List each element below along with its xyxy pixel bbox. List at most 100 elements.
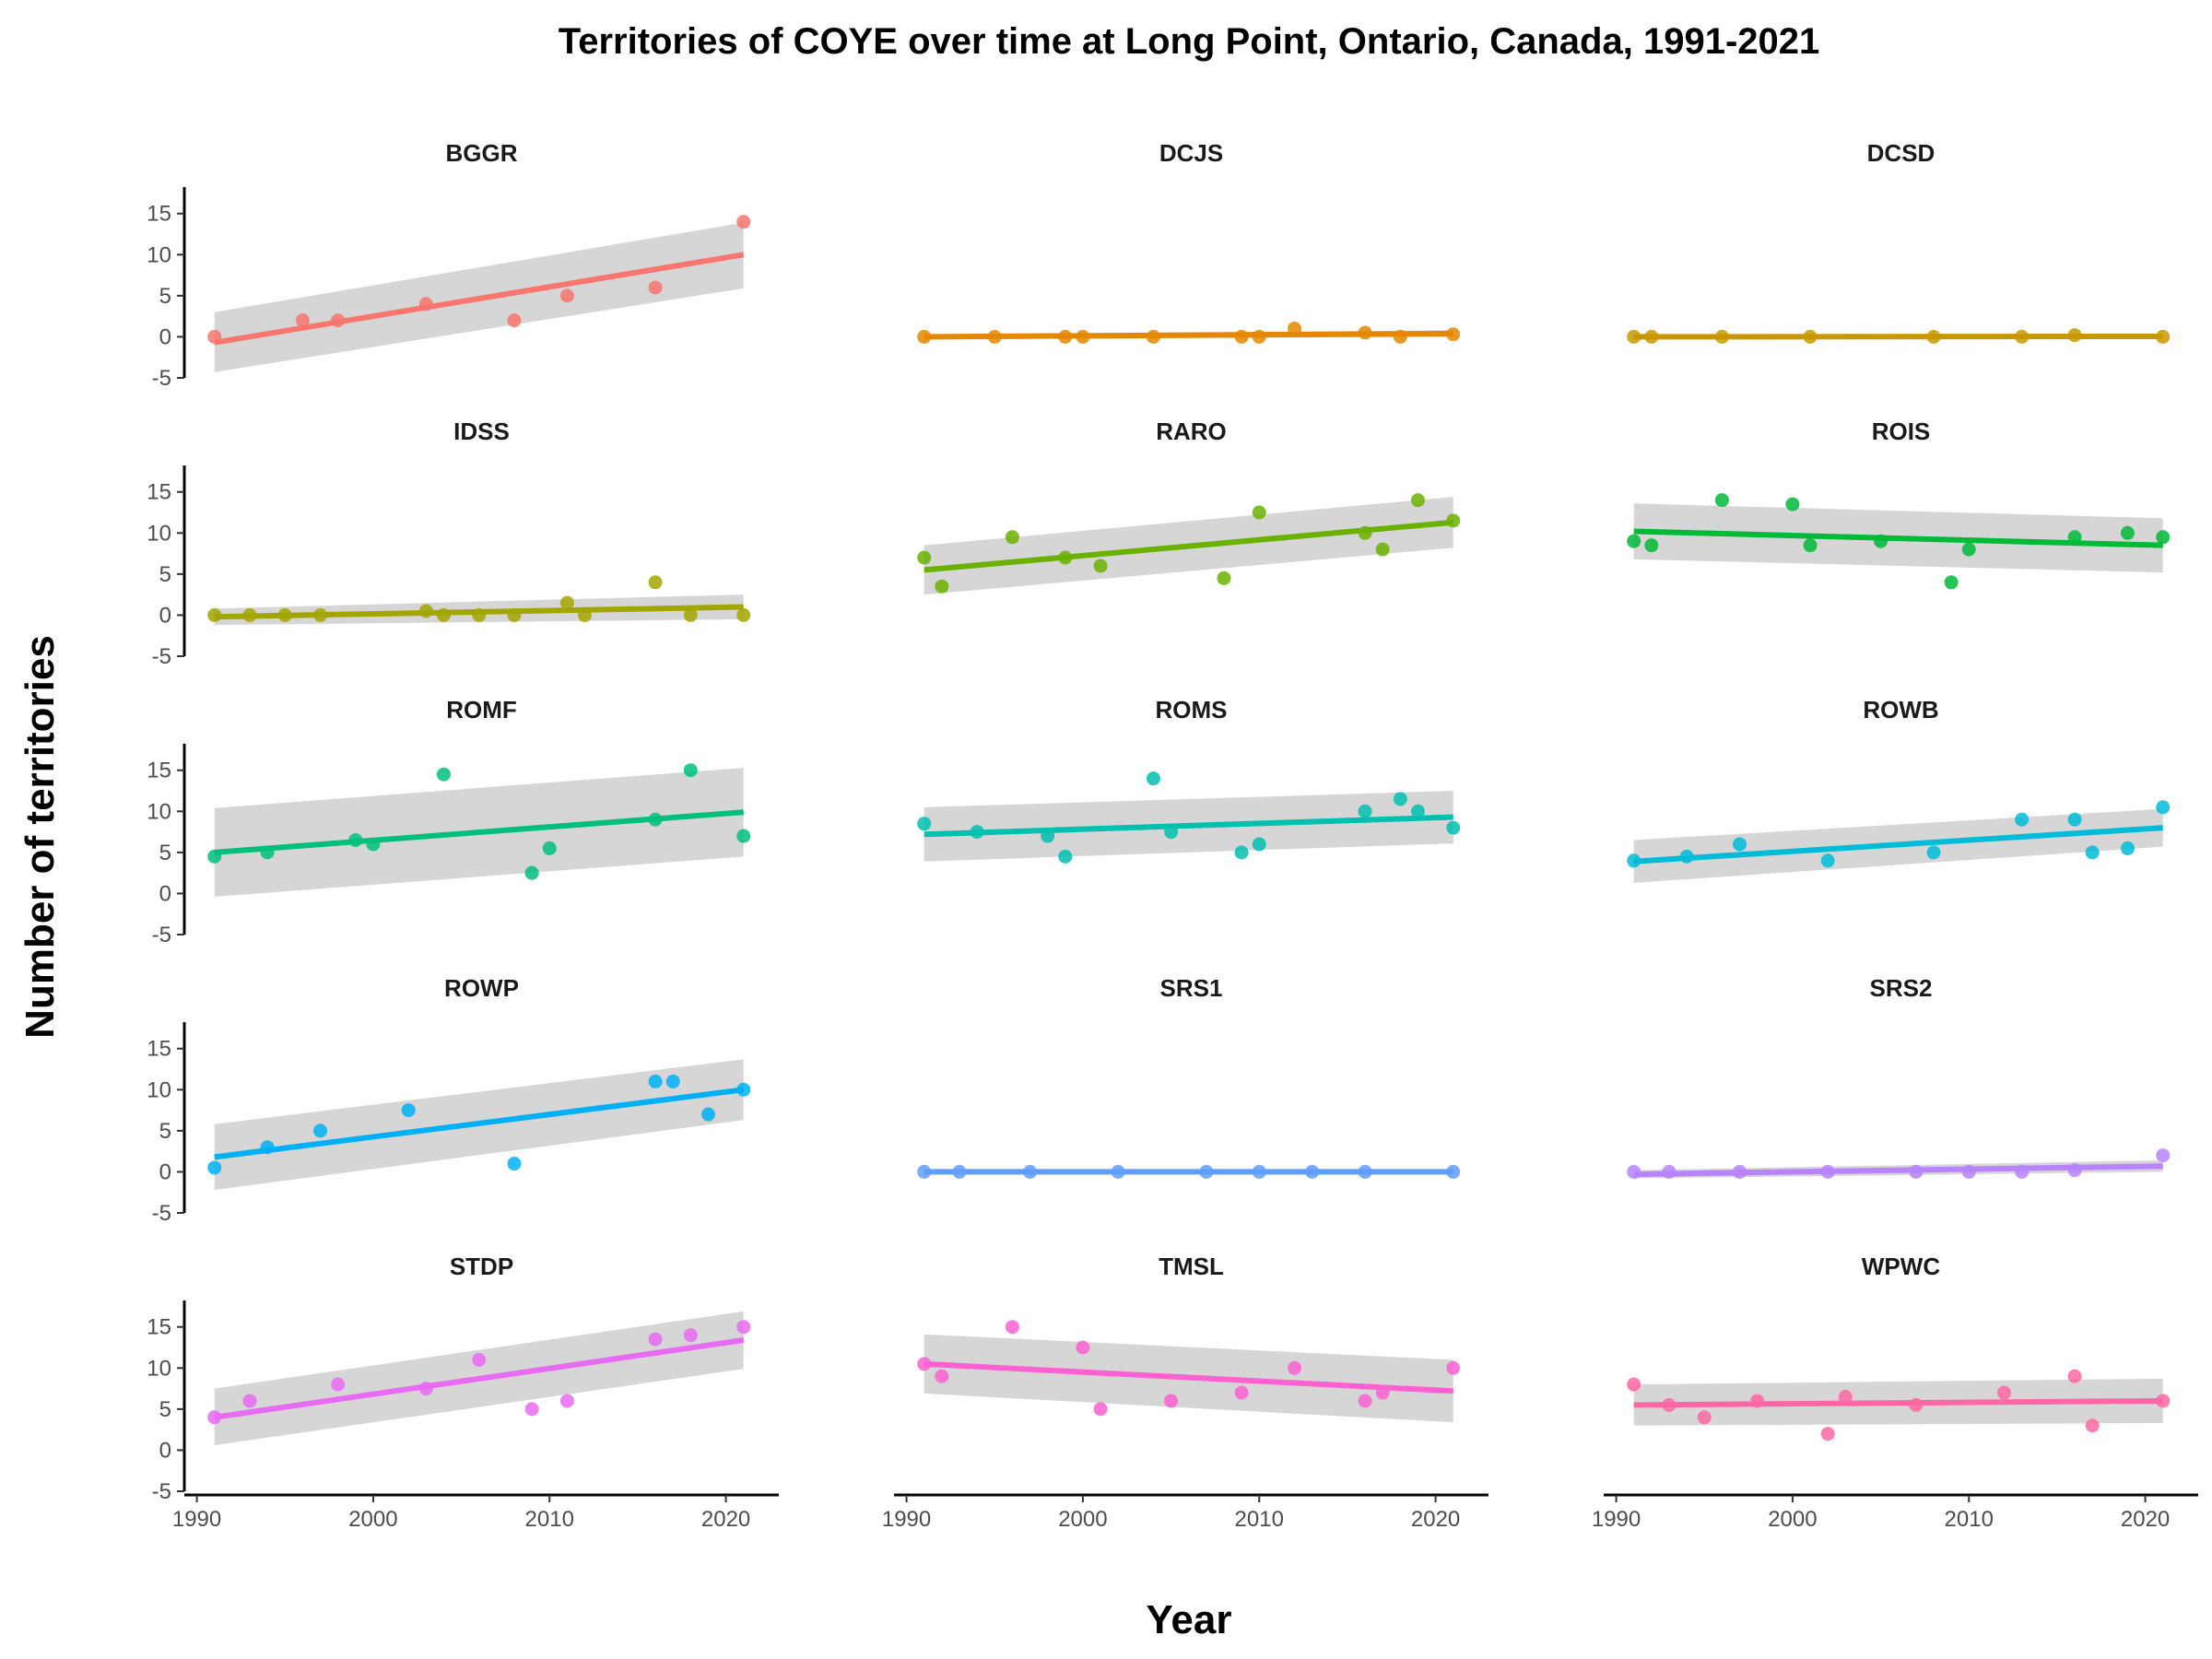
data-point xyxy=(1997,1385,2012,1400)
data-point xyxy=(1023,1164,1038,1179)
data-point xyxy=(207,849,222,864)
data-point xyxy=(1093,1402,1108,1417)
y-axis-title: Number of territories xyxy=(18,635,63,1039)
data-point xyxy=(683,1328,698,1343)
data-point xyxy=(401,1103,416,1118)
data-point xyxy=(917,550,932,565)
data-point xyxy=(578,607,593,622)
data-point xyxy=(1803,329,1818,344)
data-point xyxy=(2015,329,2030,344)
data-point xyxy=(1714,329,1729,344)
y-tick-label: 0 xyxy=(159,1159,171,1184)
data-point xyxy=(366,837,381,852)
data-point xyxy=(1058,550,1073,565)
data-point xyxy=(1358,1164,1372,1179)
data-point xyxy=(917,329,932,344)
y-tick-label: 5 xyxy=(159,1119,171,1144)
data-point xyxy=(1446,820,1461,835)
data-point xyxy=(1146,329,1160,344)
data-point xyxy=(2120,841,2135,855)
data-point xyxy=(2015,812,2030,827)
data-point xyxy=(1662,1397,1677,1412)
data-point xyxy=(1164,825,1179,840)
x-tick-label: 2020 xyxy=(2121,1507,2170,1532)
x-tick-label: 2000 xyxy=(1768,1507,1817,1532)
trend-line xyxy=(924,814,1453,838)
x-axis-title: Year xyxy=(1147,1597,1232,1642)
panel-stdp: STDP -5 0 5 10 15 1990 2000 2010 2020 xyxy=(147,1253,779,1532)
data-point xyxy=(2120,525,2135,540)
data-point xyxy=(1393,329,1407,344)
x-tick-label: 2010 xyxy=(525,1507,574,1532)
x-tick-label: 2000 xyxy=(1058,1507,1107,1532)
data-point xyxy=(331,1377,346,1392)
data-point xyxy=(952,1164,967,1179)
panel-srs1: SRS1 xyxy=(917,974,1461,1179)
data-point xyxy=(1627,1377,1641,1392)
data-point xyxy=(1627,534,1641,548)
y-tick-label: 5 xyxy=(159,562,171,587)
data-point xyxy=(1679,849,1694,864)
data-point xyxy=(1164,1394,1179,1408)
data-point xyxy=(472,607,487,622)
y-tick-label: 10 xyxy=(147,521,171,546)
data-point xyxy=(1410,804,1425,818)
data-point xyxy=(1252,505,1266,520)
data-point xyxy=(1375,1385,1390,1400)
x-tick-label: 2000 xyxy=(348,1507,397,1532)
y-tick-label: -5 xyxy=(152,1201,171,1226)
data-point xyxy=(1410,493,1425,508)
panel-rois: ROIS xyxy=(1627,418,2171,590)
data-point xyxy=(418,297,433,312)
panel-label: SRS2 xyxy=(1870,974,1933,1002)
data-point xyxy=(542,841,557,855)
data-point xyxy=(2015,1164,2030,1179)
data-point xyxy=(1252,1164,1266,1179)
panel-wpwc: WPWC 1990 2000 2010 2020 xyxy=(1592,1253,2198,1532)
x-tick-label: 2010 xyxy=(1235,1507,1284,1532)
data-point xyxy=(1662,1164,1677,1179)
y-tick-label: -5 xyxy=(152,1479,171,1504)
data-point xyxy=(1288,1360,1302,1375)
y-tick-label: 15 xyxy=(147,1037,171,1062)
data-point xyxy=(242,607,257,622)
data-point xyxy=(1199,1164,1214,1179)
x-tick-label: 2010 xyxy=(1945,1507,1994,1532)
data-point xyxy=(683,607,698,622)
panel-roms: ROMS xyxy=(917,696,1461,864)
data-point xyxy=(277,607,292,622)
data-point xyxy=(1644,538,1659,553)
y-tick-label: 10 xyxy=(147,1356,171,1381)
trend-line xyxy=(1633,825,2163,865)
data-point xyxy=(1058,329,1073,344)
data-point xyxy=(648,575,663,590)
data-point xyxy=(1820,1427,1835,1441)
data-point xyxy=(1217,571,1231,585)
data-point xyxy=(418,1382,433,1396)
panel-label: WPWC xyxy=(1862,1253,1940,1280)
data-point xyxy=(436,767,451,782)
panel-bggr: BGGR -5 0 5 10 15 xyxy=(147,139,751,391)
x-tick-label: 1990 xyxy=(1592,1507,1641,1532)
data-point xyxy=(1358,525,1372,540)
y-tick-label: 15 xyxy=(147,759,171,783)
x-tick-label: 1990 xyxy=(172,1507,221,1532)
panel-label: BGGR xyxy=(446,139,518,167)
panel-tmsl: TMSL 1990 2000 2010 2020 xyxy=(882,1253,1488,1532)
data-point xyxy=(1926,329,1941,344)
data-point xyxy=(1375,542,1390,557)
panel-label: DCJS xyxy=(1159,139,1223,167)
data-point xyxy=(1234,845,1249,860)
panel-label: ROMS xyxy=(1156,696,1228,724)
data-point xyxy=(1041,829,1055,843)
data-point xyxy=(1446,327,1461,342)
panel-romf: ROMF -5 0 5 10 15 xyxy=(147,696,751,947)
data-point xyxy=(1785,497,1800,512)
data-point xyxy=(507,1157,522,1171)
data-point xyxy=(1733,1164,1747,1179)
data-point xyxy=(207,329,222,344)
data-point xyxy=(1909,1397,1924,1412)
data-point xyxy=(1252,329,1266,344)
data-point xyxy=(2067,1369,2082,1383)
